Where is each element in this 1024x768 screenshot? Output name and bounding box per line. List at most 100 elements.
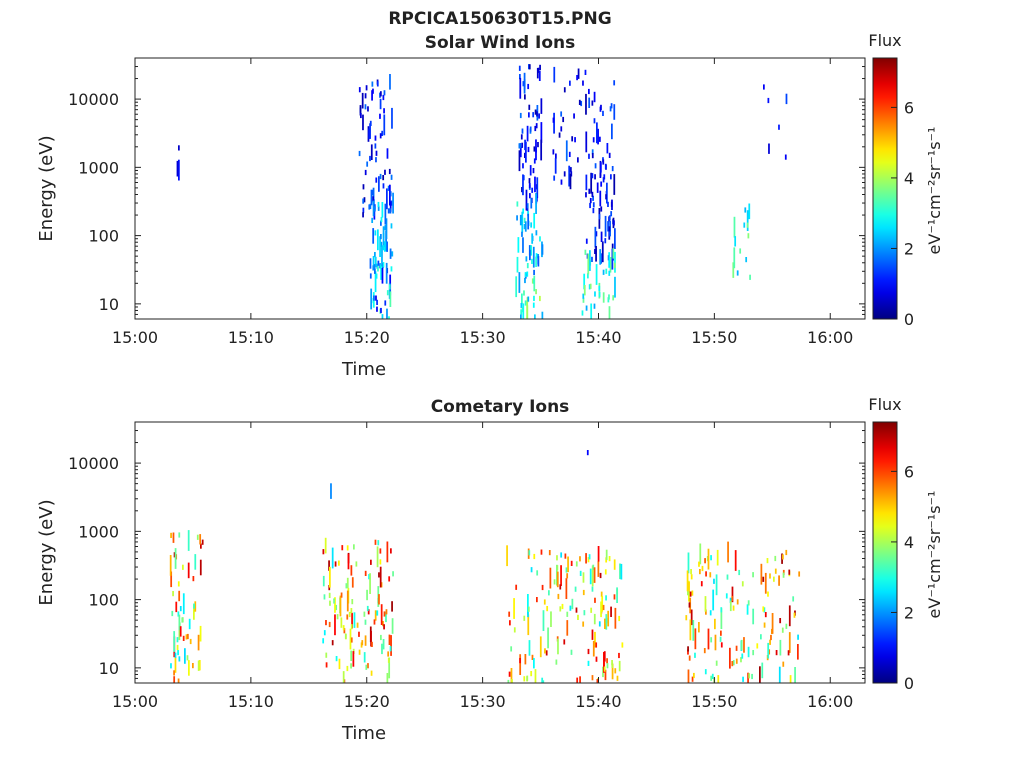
heatmap-cell [604,669,607,681]
heatmap-cell [611,199,613,210]
heatmap-cell [338,560,340,566]
heatmap-cell [526,203,529,209]
heatmap-cell [529,193,531,199]
heatmap-cell [331,547,334,569]
heatmap-cell [361,92,364,109]
heatmap-cell [579,556,581,562]
heatmap-cell [700,581,703,587]
heatmap-cell [595,246,597,262]
heatmap-cell [360,112,362,119]
heatmap-cell [383,90,386,96]
heatmap-cell [523,224,526,230]
heatmap-cell [382,175,385,181]
heatmap-cell [379,559,382,565]
heatmap-cell [763,622,766,628]
heatmap-cell [602,604,605,611]
heatmap-cell [596,122,598,144]
heatmap-cell [581,310,584,316]
x-tick-label: 15:20 [344,328,390,347]
heatmap-cell [523,290,525,296]
heatmap-cell [528,183,531,189]
heatmap-cells [176,64,788,319]
heatmap-cell [351,577,354,588]
heatmap-cell [592,564,595,570]
heatmap-cell [577,157,579,163]
x-tick-label: 15:40 [575,328,621,347]
heatmap-cell [529,165,532,176]
heatmap-cell [535,289,537,295]
heatmap-cell [199,625,202,642]
heatmap-cell [380,307,382,314]
heatmap-cell [602,110,604,116]
heatmap-cell [778,124,780,130]
heatmap-cell [553,579,556,585]
heatmap-cell [579,570,582,576]
heatmap-cell [369,573,371,594]
heatmap-cell [171,610,174,617]
heatmap-cell [608,252,611,268]
heatmap-cell [392,192,394,214]
heatmap-cell [725,593,728,599]
heatmap-cell [574,137,576,143]
heatmap-cell [585,174,588,191]
heatmap-cell [714,618,716,630]
heatmap-cell [792,596,795,602]
heatmap-cell [589,250,591,271]
heatmap-cell [690,569,692,575]
heatmap-cell [530,198,533,209]
heatmap-cell [596,182,599,193]
heatmap-cell [524,221,527,232]
heatmap-cell [349,628,352,650]
heatmap-cell [540,122,543,143]
heatmap-cell [539,64,541,70]
heatmap-cell [688,655,691,661]
heatmap-cell [380,582,383,588]
heatmap-cell [540,549,543,555]
heatmap-cell [387,657,390,663]
heatmap-cell [174,548,177,569]
heatmap-cell [704,558,706,564]
cometary-panel: Cometary Ions 15:00 15:10 15:20 15:30 15:40 15… [36,395,944,744]
heatmap-cell [356,622,359,628]
heatmap-cell [618,660,621,672]
heatmap-cell [767,591,769,597]
heatmap-cell [372,200,375,217]
heatmap-cell [781,627,784,633]
heatmap-cell [597,546,600,562]
heatmap-cell [364,104,367,110]
heatmap-cell [539,636,542,658]
heatmap-cell [522,237,524,253]
heatmap-cell [593,613,596,625]
heatmap-cell [591,149,594,155]
heatmap-cell [767,642,770,659]
heatmap-cell [597,128,599,145]
heatmap-cell [734,550,737,571]
heatmap-cell [187,530,190,551]
heatmap-cell [595,231,598,237]
heatmap-cell [798,571,801,577]
heatmap-cell [519,214,522,226]
heatmap-cell [334,561,337,567]
heatmap-cell [371,641,373,647]
heatmap-cell [752,608,755,625]
heatmap-cell [338,658,341,670]
solar-wind-panel: Solar Wind Ions 15:00 15:10 15:20 15:30 15:40… [36,31,944,380]
heatmap-cell [582,293,585,299]
heatmap-cell [324,537,327,554]
heatmap-cell [599,249,602,265]
heatmap-cell [740,657,742,663]
heatmap-cell [182,635,185,641]
heatmap-cell [608,152,611,158]
heatmap-cell [769,639,771,645]
heatmap-cell [693,672,695,679]
heatmap-cell [591,100,594,106]
heatmap-cell [510,646,513,652]
heatmap-cell [370,630,372,647]
heatmap-cell [323,594,326,600]
heatmap-cell [593,91,596,103]
heatmap-cell [553,175,556,181]
x-tick-label: 15:30 [460,328,506,347]
heatmap-cell [609,106,612,112]
heatmap-cell [736,270,739,276]
heatmap-cell [732,605,735,611]
